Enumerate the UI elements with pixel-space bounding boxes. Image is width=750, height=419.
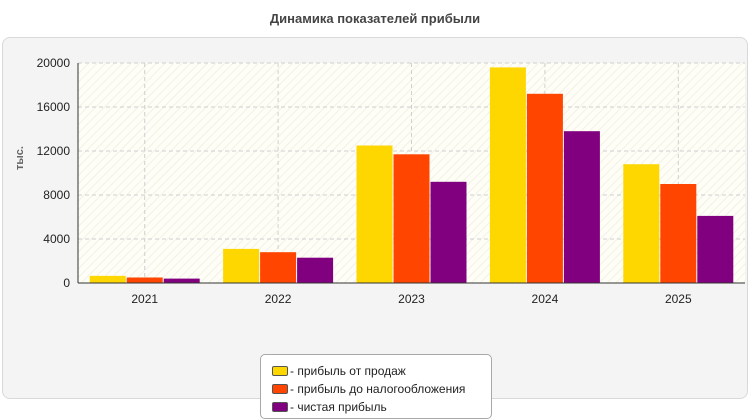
legend: - прибыль от продаж - прибыль до налогооб…	[260, 354, 492, 419]
y-axis-label: тыс.	[14, 146, 26, 170]
bar	[697, 215, 734, 283]
x-tick-label: 2023	[398, 292, 425, 306]
y-tick-label: 20000	[37, 56, 71, 70]
bar	[623, 164, 660, 283]
y-tick-label: 4000	[43, 232, 70, 246]
bar	[223, 248, 260, 283]
chart-panel: 0 4000 8000 12000 16000 20000 2021 2022 2023 2024…	[2, 37, 748, 419]
bar	[89, 275, 126, 283]
legend-item: - прибыль до налогообложения	[272, 380, 491, 398]
legend-item: - прибыль от продаж	[272, 362, 491, 380]
y-tick-label: 8000	[43, 188, 70, 202]
bar	[297, 257, 334, 283]
bar	[126, 277, 163, 283]
y-tick-label: 12000	[37, 144, 71, 158]
chart-plot: 0 4000 8000 12000 16000 20000 2021 2022 2023 2024…	[14, 56, 745, 306]
legend-swatch	[272, 384, 288, 394]
bar	[356, 145, 393, 283]
y-tick-label: 0	[63, 276, 70, 290]
bar	[163, 278, 200, 283]
y-tick-label: 16000	[37, 100, 71, 114]
legend-item: - чистая прибыль	[272, 398, 491, 416]
bar	[526, 93, 563, 283]
bar	[260, 252, 297, 283]
bar	[563, 131, 600, 283]
bar	[393, 154, 430, 283]
legend-swatch	[272, 402, 288, 412]
x-tick-label: 2025	[665, 292, 692, 306]
legend-label: - прибыль до налогообложения	[290, 382, 466, 396]
bar	[430, 181, 467, 283]
x-tick-label: 2022	[265, 292, 292, 306]
bar	[660, 184, 697, 283]
legend-swatch	[272, 366, 288, 376]
x-tick-label: 2024	[532, 292, 559, 306]
chart-title: Динамика показателей прибыли	[269, 11, 481, 26]
bar	[489, 67, 526, 284]
x-tick-label: 2021	[131, 292, 158, 306]
legend-label: - чистая прибыль	[290, 400, 387, 414]
legend-label: - прибыль от продаж	[290, 364, 406, 378]
